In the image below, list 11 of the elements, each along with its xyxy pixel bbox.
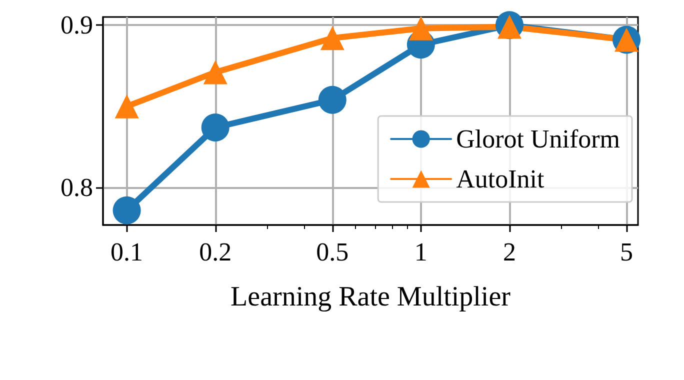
x-tick-label: 2 xyxy=(502,238,516,266)
x-tick-label: 0.5 xyxy=(316,238,349,266)
y-tick-label: 0.9 xyxy=(60,10,93,40)
legend-label: AutoInit xyxy=(456,164,545,194)
x-tick-label: 0.2 xyxy=(199,238,232,266)
x-tick-label: 1 xyxy=(414,238,428,266)
x-axis-title: Learning Rate Multiplier xyxy=(230,282,512,312)
legend-label: Glorot Uniform xyxy=(456,124,620,154)
x-tick-label: 0.1 xyxy=(110,238,144,266)
x-tick-label: 5 xyxy=(620,238,634,266)
y-tick-label: 0.8 xyxy=(60,173,93,202)
